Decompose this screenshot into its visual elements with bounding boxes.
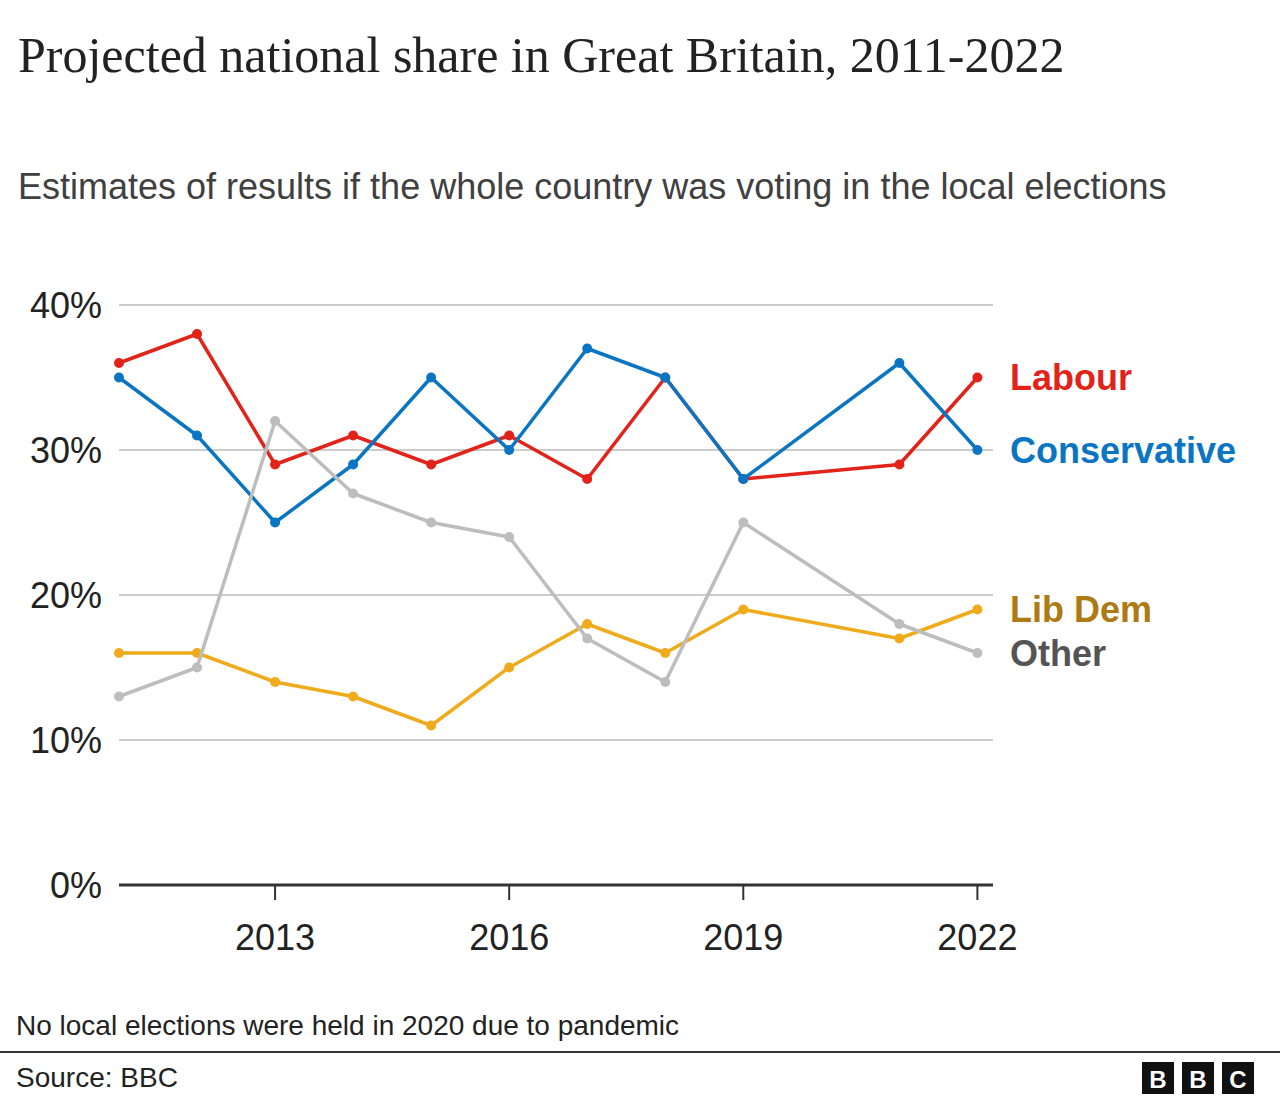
point — [348, 692, 358, 702]
point — [504, 445, 514, 455]
point — [348, 431, 358, 441]
logo-letter: B — [1149, 1066, 1166, 1093]
point — [582, 474, 592, 484]
grid-line — [119, 449, 993, 451]
footer-rule — [0, 1051, 1280, 1053]
point — [972, 605, 982, 615]
point — [114, 373, 124, 383]
point — [582, 619, 592, 629]
series-line — [119, 349, 977, 523]
x-axis-line — [119, 884, 993, 887]
x-tick — [742, 885, 744, 900]
point — [426, 721, 436, 731]
marks — [114, 329, 982, 731]
y-tick-label: 30% — [30, 430, 102, 471]
logo-box — [1182, 1062, 1214, 1094]
chart: Projected national share in Great Britai… — [0, 0, 1280, 1100]
note: No local elections were held in 2020 due… — [16, 1010, 679, 1041]
x-tick — [508, 885, 510, 900]
y-tick-label: 40% — [30, 285, 102, 326]
title-line: Projected national share in Great Britai… — [18, 27, 1064, 83]
point — [426, 373, 436, 383]
logo: BBC — [1142, 1062, 1254, 1094]
series-label: Conservative — [1010, 430, 1236, 471]
logo-box — [1222, 1062, 1254, 1094]
point — [192, 329, 202, 339]
x-tick-label: 2013 — [235, 917, 315, 958]
point — [894, 460, 904, 470]
point — [504, 431, 514, 441]
point — [426, 518, 436, 528]
x-tick — [274, 885, 276, 900]
point — [972, 648, 982, 658]
point — [894, 358, 904, 368]
series-line — [119, 421, 977, 697]
series-line — [119, 334, 977, 479]
grid-line — [119, 884, 993, 886]
logo-letter: B — [1189, 1066, 1206, 1093]
point — [114, 648, 124, 658]
series-label: Labour — [1010, 357, 1132, 398]
subtitle: Estimates of results if the whole countr… — [18, 166, 1167, 207]
point — [114, 358, 124, 368]
point — [894, 634, 904, 644]
point — [270, 416, 280, 426]
point — [192, 431, 202, 441]
series-line — [119, 610, 977, 726]
point — [660, 373, 670, 383]
point — [738, 474, 748, 484]
point — [738, 605, 748, 615]
x-tick-label: 2022 — [937, 917, 1017, 958]
point — [660, 677, 670, 687]
series-label: Other — [1010, 633, 1106, 674]
point — [894, 619, 904, 629]
point — [504, 663, 514, 673]
point — [114, 692, 124, 702]
y-tick-label: 20% — [30, 575, 102, 616]
point — [348, 489, 358, 499]
point — [972, 445, 982, 455]
y-tick-label: 0% — [50, 865, 102, 906]
point — [270, 460, 280, 470]
point — [348, 460, 358, 470]
point — [660, 373, 670, 383]
point — [582, 634, 592, 644]
y-tick-label: 10% — [30, 720, 102, 761]
subtitle-line: Estimates of results if the whole countr… — [18, 166, 1167, 207]
source: Source: BBC — [16, 1062, 178, 1093]
point — [504, 532, 514, 542]
x-tick — [976, 885, 978, 900]
point — [738, 518, 748, 528]
series-label: Lib Dem — [1010, 589, 1152, 630]
logo-box — [1142, 1062, 1174, 1094]
point — [582, 344, 592, 354]
point — [192, 663, 202, 673]
point — [426, 460, 436, 470]
grid-line — [119, 739, 993, 741]
point — [660, 648, 670, 658]
title: Projected national share in Great Britai… — [18, 27, 1064, 83]
x-tick-label: 2016 — [469, 917, 549, 958]
point — [738, 474, 748, 484]
point — [972, 373, 982, 383]
point — [270, 518, 280, 528]
logo-letter: C — [1229, 1066, 1246, 1093]
grid-line — [119, 304, 993, 306]
x-tick-label: 2019 — [703, 917, 783, 958]
point — [270, 677, 280, 687]
